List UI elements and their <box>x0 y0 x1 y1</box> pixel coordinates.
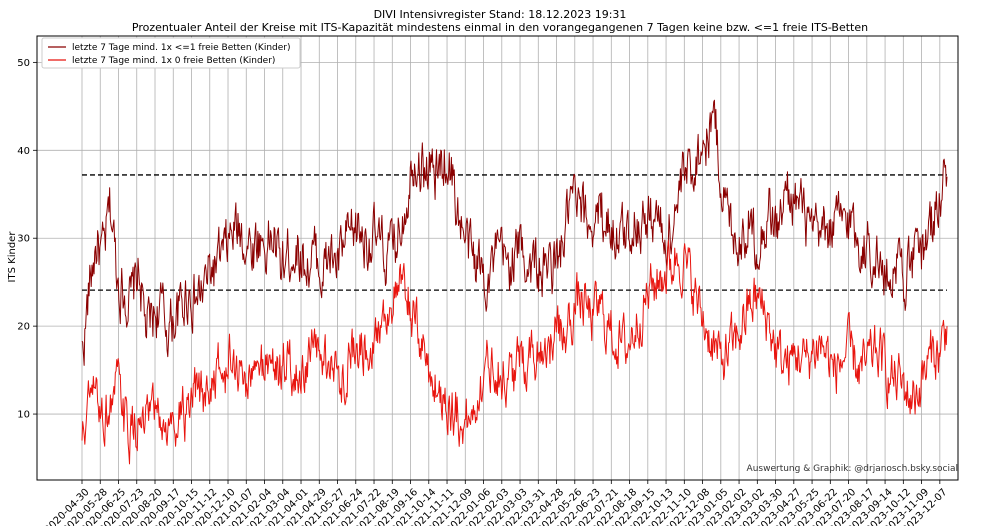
y-tick-label: 10 <box>17 410 30 421</box>
grid-lines <box>37 36 958 480</box>
y-axis-ticks: 10 20 30 40 50 <box>17 58 37 421</box>
credit-text: Auswertung & Graphik: @drjanosch.bsky.so… <box>747 464 958 474</box>
x-axis-ticks: 2020-04-302020-05-282020-06-252020-07-23… <box>43 480 949 526</box>
plot-frame <box>36 35 959 481</box>
chart-subtitle: Prozentualer Anteil der Kreise mit ITS-K… <box>132 21 868 34</box>
legend: letzte 7 Tage mind. 1x <=1 freie Betten … <box>41 37 301 69</box>
y-tick-label: 20 <box>17 322 30 333</box>
legend-entry-le1: letzte 7 Tage mind. 1x <=1 freie Betten … <box>72 43 290 53</box>
y-tick-label: 50 <box>17 58 30 69</box>
chart-title: DIVI Intensivregister Stand: 18.12.2023 … <box>374 8 627 21</box>
y-axis-label: ITS Kinder <box>7 231 18 283</box>
reference-lines <box>82 174 947 291</box>
series-line-le1-free-beds <box>81 99 948 366</box>
legend-entry-zero: letzte 7 Tage mind. 1x 0 freie Betten (K… <box>72 56 275 66</box>
series-line-zero-free-beds <box>81 240 948 465</box>
y-tick-label: 40 <box>17 146 30 157</box>
y-tick-label: 30 <box>17 234 30 245</box>
series-lines <box>81 99 948 465</box>
